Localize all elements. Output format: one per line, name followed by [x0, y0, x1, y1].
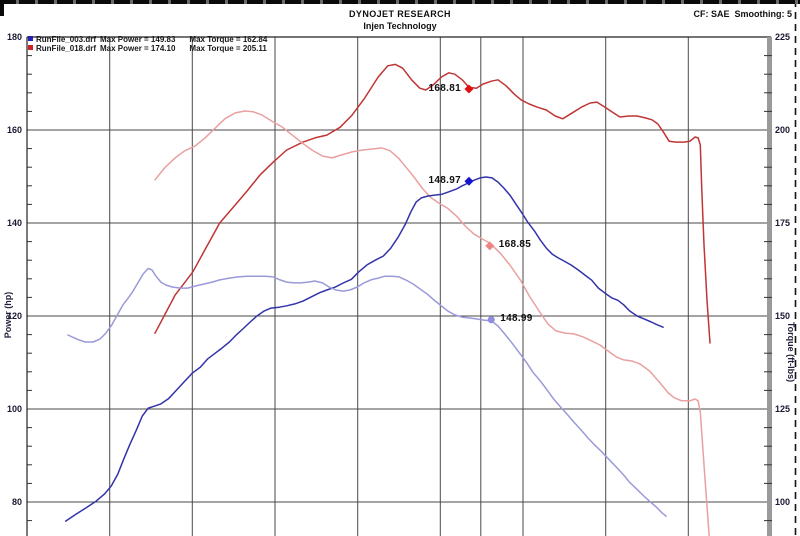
correction-smoothing-label: CF: SAE Smoothing: 5 — [693, 9, 793, 19]
torque-tick-100: 100 — [775, 497, 791, 507]
series-run003-power — [64, 176, 664, 522]
series-run003-torque — [67, 267, 667, 517]
power-tick-180: 180 — [6, 32, 22, 42]
run018-file: RunFile_018.drf — [36, 44, 97, 53]
power-axis-title: Power (hp) — [3, 291, 13, 339]
run003-color-chip — [28, 36, 33, 41]
power-tick-120: 120 — [6, 311, 22, 321]
power-tick-160: 160 — [6, 125, 22, 135]
torque-tick-225: 225 — [775, 32, 791, 42]
run003-file: RunFile_003.drf — [36, 35, 97, 44]
marker-blue-torque — [487, 316, 495, 324]
marker-red-torque — [485, 241, 495, 251]
run-legend: RunFile_003.drf Max Power = 149.83 Max Tor… — [28, 35, 267, 53]
power-tick-100: 100 — [6, 404, 22, 414]
power-tick-80: 80 — [11, 497, 22, 507]
torque-axis-band — [767, 37, 772, 536]
cursor-value-blue-torque: 148.99 — [500, 313, 533, 325]
power-tick-140: 140 — [6, 218, 22, 228]
legend-row-run018: RunFile_018.drf Max Power = 174.10 Max Tor… — [28, 44, 267, 53]
shop-name: Injen Technology — [363, 21, 437, 31]
torque-axis-title: Torque (ft-lbs) — [786, 321, 796, 383]
torque-tick-200: 200 — [775, 125, 791, 135]
marker-red-power — [464, 84, 474, 94]
torque-tick-175: 175 — [775, 218, 791, 228]
series-run018-torque — [154, 110, 710, 536]
window-top-edge — [0, 0, 800, 4]
run003-max-power: Max Power = 149.83 — [100, 35, 176, 44]
cursor-value-red-power: 168.81 — [428, 82, 461, 94]
cursor-value-blue-power: 148.97 — [428, 174, 461, 186]
marker-blue-power — [464, 176, 474, 186]
run018-max-torque: Max Torque = 205.11 — [189, 44, 267, 53]
run018-max-power: Max Power = 174.10 — [100, 44, 176, 53]
torque-tick-150: 150 — [775, 311, 791, 321]
series-run018-power — [154, 63, 711, 344]
legend-row-run003: RunFile_003.drf Max Power = 149.83 Max Tor… — [28, 35, 267, 44]
cursor-value-red-torque: 168.85 — [498, 239, 532, 251]
window-corner-mark — [0, 0, 4, 16]
brand-title: DYNOJET RESEARCH — [349, 9, 451, 19]
run003-max-torque: Max Torque = 162.84 — [189, 35, 268, 44]
run018-color-chip — [28, 45, 33, 50]
torque-tick-125: 125 — [775, 404, 791, 414]
